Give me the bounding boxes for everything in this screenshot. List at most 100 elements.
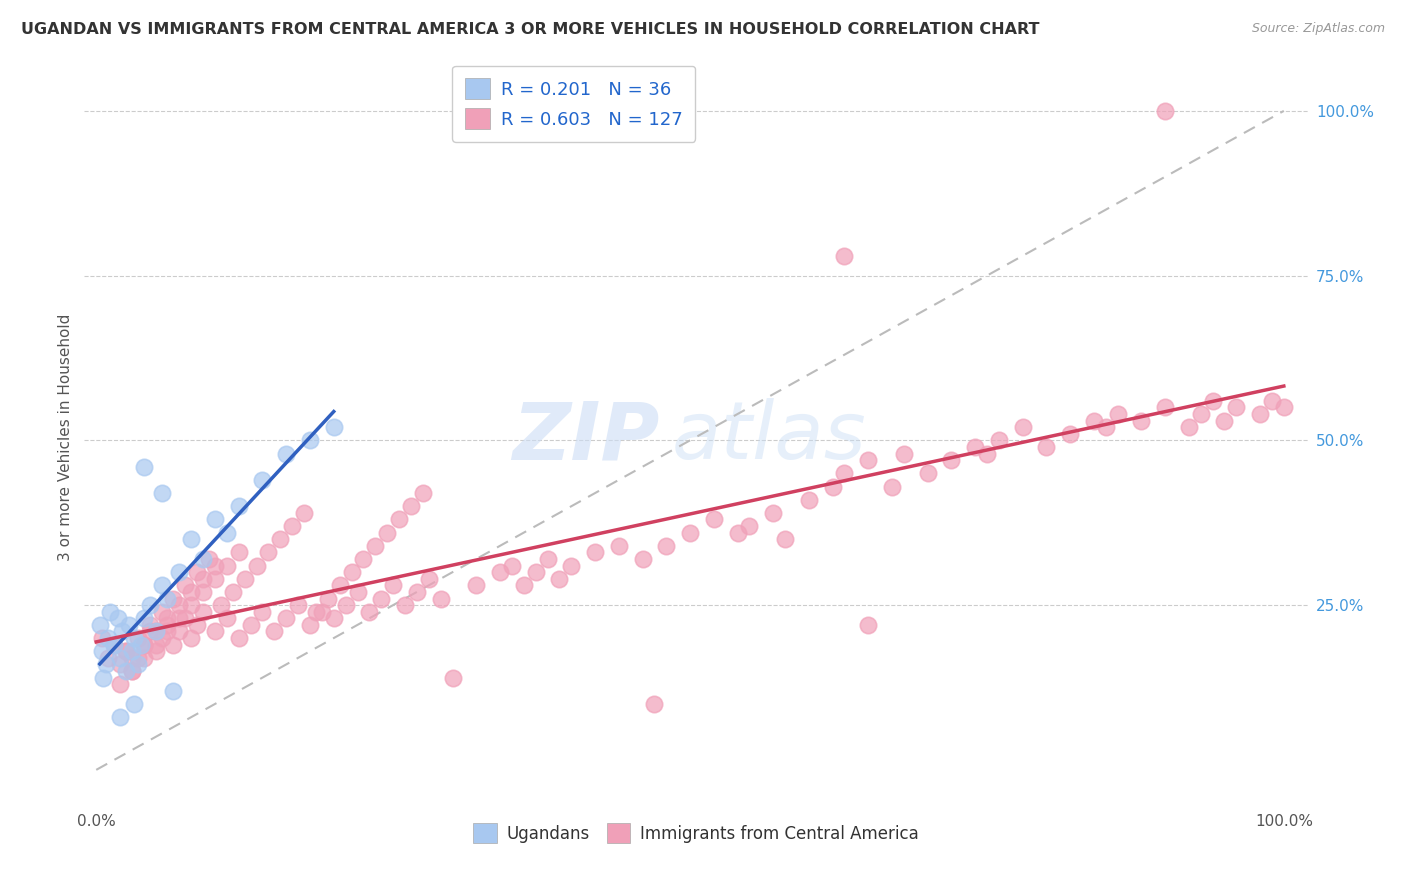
Ugandans [108,710,131,724]
Immigrants from Central America [607,539,630,553]
Immigrants from Central America [394,598,416,612]
Immigrants from Central America [169,598,191,612]
Ugandans [191,552,214,566]
Immigrants from Central America [311,605,333,619]
Immigrants from Central America [963,440,986,454]
Immigrants from Central America [281,519,304,533]
Ugandans [169,565,191,579]
Ugandans [108,650,131,665]
Immigrants from Central America [465,578,488,592]
Immigrants from Central America [513,578,536,592]
Immigrants from Central America [228,631,250,645]
Immigrants from Central America [169,624,191,639]
Ugandans [156,591,179,606]
Immigrants from Central America [560,558,582,573]
Ugandans [180,533,202,547]
Immigrants from Central America [1178,420,1201,434]
Ugandans [111,624,134,639]
Ugandans [132,459,155,474]
Ugandans [103,638,125,652]
Immigrants from Central America [679,525,702,540]
Immigrants from Central America [1059,426,1081,441]
Immigrants from Central America [727,525,749,540]
Immigrants from Central America [204,624,226,639]
Immigrants from Central America [655,539,678,553]
Ugandans [94,657,117,672]
Ugandans [276,446,298,460]
Ugandans [322,420,344,434]
Ugandans [204,512,226,526]
Ugandans [115,664,138,678]
Immigrants from Central America [941,453,963,467]
Immigrants from Central America [180,585,202,599]
Immigrants from Central America [1189,407,1212,421]
Ugandans [122,697,145,711]
Immigrants from Central America [257,545,280,559]
Immigrants from Central America [703,512,725,526]
Immigrants from Central America [1272,401,1295,415]
Immigrants from Central America [169,611,191,625]
Immigrants from Central America [198,552,221,566]
Immigrants from Central America [121,664,143,678]
Immigrants from Central America [501,558,523,573]
Ugandans [150,578,173,592]
Immigrants from Central America [524,565,547,579]
Immigrants from Central America [132,638,155,652]
Immigrants from Central America [1225,401,1247,415]
Immigrants from Central America [418,572,440,586]
Immigrants from Central America [322,611,344,625]
Immigrants from Central America [222,585,245,599]
Ugandans [138,598,160,612]
Immigrants from Central America [375,525,398,540]
Text: atlas: atlas [672,398,866,476]
Immigrants from Central America [880,479,903,493]
Immigrants from Central America [834,249,856,263]
Immigrants from Central America [108,677,131,691]
Immigrants from Central America [631,552,654,566]
Immigrants from Central America [340,565,363,579]
Immigrants from Central America [797,492,820,507]
Immigrants from Central America [191,572,214,586]
Immigrants from Central America [132,650,155,665]
Immigrants from Central America [583,545,606,559]
Immigrants from Central America [138,618,160,632]
Immigrants from Central America [115,644,138,658]
Immigrants from Central America [245,558,267,573]
Immigrants from Central America [1213,414,1236,428]
Immigrants from Central America [412,486,434,500]
Text: UGANDAN VS IMMIGRANTS FROM CENTRAL AMERICA 3 OR MORE VEHICLES IN HOUSEHOLD CORRE: UGANDAN VS IMMIGRANTS FROM CENTRAL AMERI… [21,22,1039,37]
Text: ZIP: ZIP [512,398,659,476]
Immigrants from Central America [834,467,856,481]
Immigrants from Central America [115,644,138,658]
Immigrants from Central America [127,631,149,645]
Immigrants from Central America [893,446,915,460]
Immigrants from Central America [305,605,328,619]
Ugandans [215,525,238,540]
Immigrants from Central America [856,618,879,632]
Ugandans [132,611,155,625]
Immigrants from Central America [150,605,173,619]
Immigrants from Central America [127,650,149,665]
Immigrants from Central America [429,591,451,606]
Legend: Ugandans, Immigrants from Central America: Ugandans, Immigrants from Central Americ… [467,817,925,849]
Immigrants from Central America [856,453,879,467]
Ugandans [118,618,141,632]
Ugandans [100,605,122,619]
Immigrants from Central America [773,533,796,547]
Immigrants from Central America [191,585,214,599]
Ugandans [122,631,145,645]
Ugandans [162,683,184,698]
Immigrants from Central America [298,618,321,632]
Immigrants from Central America [329,578,352,592]
Immigrants from Central America [382,578,405,592]
Immigrants from Central America [352,552,374,566]
Immigrants from Central America [388,512,411,526]
Immigrants from Central America [1201,393,1223,408]
Immigrants from Central America [97,650,120,665]
Immigrants from Central America [1107,407,1129,421]
Immigrants from Central America [762,506,785,520]
Immigrants from Central America [239,618,262,632]
Immigrants from Central America [335,598,357,612]
Immigrants from Central America [269,533,291,547]
Immigrants from Central America [180,598,202,612]
